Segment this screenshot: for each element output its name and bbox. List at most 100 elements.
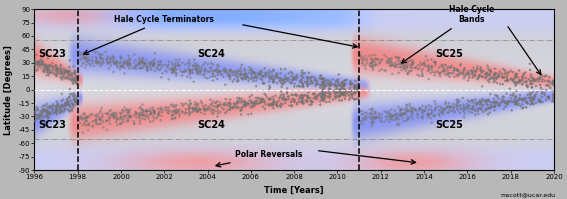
- Point: [293, 85, 302, 88]
- Point: [383, 59, 392, 62]
- Point: [126, 108, 135, 111]
- Point: [522, 79, 531, 83]
- Point: [426, 108, 435, 111]
- Point: [367, 58, 376, 61]
- Point: [541, 74, 551, 77]
- Point: [241, 72, 250, 75]
- Point: [500, 100, 509, 103]
- Point: [490, 79, 500, 82]
- Point: [132, 116, 141, 119]
- Point: [445, 106, 454, 109]
- Point: [327, 82, 336, 86]
- Point: [302, 76, 311, 79]
- Point: [396, 113, 405, 117]
- Point: [142, 62, 151, 65]
- Point: [32, 61, 41, 64]
- Point: [354, 86, 363, 90]
- Point: [32, 105, 41, 109]
- Point: [198, 74, 208, 77]
- Point: [35, 113, 44, 116]
- Point: [45, 68, 54, 71]
- Point: [279, 80, 288, 84]
- Point: [367, 121, 376, 124]
- Point: [269, 98, 278, 101]
- Point: [295, 94, 304, 97]
- Point: [57, 70, 66, 73]
- Point: [32, 53, 41, 57]
- Point: [249, 101, 259, 104]
- Point: [251, 100, 260, 103]
- Text: SC23: SC23: [39, 120, 66, 130]
- Point: [340, 93, 349, 96]
- Point: [388, 115, 397, 118]
- Point: [43, 57, 52, 60]
- Point: [471, 98, 480, 101]
- Point: [473, 65, 482, 68]
- Point: [350, 85, 359, 88]
- Point: [520, 99, 529, 102]
- Point: [428, 66, 437, 69]
- Point: [269, 77, 278, 80]
- Point: [367, 61, 376, 64]
- Point: [477, 98, 486, 101]
- Point: [36, 59, 45, 62]
- Point: [407, 109, 416, 113]
- Point: [39, 109, 48, 112]
- Point: [44, 113, 53, 116]
- Point: [185, 105, 194, 108]
- Point: [444, 111, 453, 114]
- Point: [249, 77, 258, 80]
- Point: [256, 101, 265, 104]
- Point: [405, 59, 414, 62]
- Point: [366, 64, 375, 67]
- Point: [82, 53, 91, 56]
- Point: [511, 73, 520, 76]
- Point: [58, 72, 67, 76]
- Point: [278, 98, 287, 101]
- Point: [35, 65, 44, 68]
- Point: [252, 102, 261, 105]
- Point: [549, 81, 558, 85]
- Point: [42, 73, 51, 77]
- Point: [515, 80, 524, 84]
- Point: [57, 71, 66, 74]
- Point: [88, 112, 97, 116]
- Point: [325, 89, 334, 92]
- Point: [36, 110, 45, 114]
- Point: [452, 68, 461, 72]
- Point: [244, 113, 253, 116]
- Point: [401, 63, 411, 67]
- Point: [488, 105, 497, 108]
- Point: [44, 112, 53, 115]
- Point: [325, 93, 334, 97]
- Point: [515, 94, 524, 97]
- Point: [494, 73, 503, 76]
- Point: [260, 99, 269, 102]
- Point: [282, 87, 291, 90]
- Point: [452, 107, 462, 110]
- Point: [339, 88, 348, 91]
- Point: [65, 103, 74, 106]
- Point: [167, 103, 176, 106]
- Point: [298, 69, 307, 72]
- Point: [57, 104, 66, 108]
- Point: [185, 69, 194, 72]
- Point: [81, 119, 90, 123]
- Point: [298, 82, 307, 85]
- Point: [120, 106, 129, 109]
- Point: [446, 66, 455, 69]
- Point: [459, 71, 468, 74]
- Point: [201, 76, 210, 79]
- Point: [524, 78, 534, 81]
- Point: [78, 57, 87, 60]
- Point: [139, 114, 148, 117]
- Point: [91, 59, 100, 62]
- Point: [402, 106, 411, 109]
- Point: [184, 103, 193, 106]
- Point: [138, 56, 147, 60]
- Point: [526, 79, 535, 83]
- Point: [336, 90, 345, 93]
- Point: [174, 61, 183, 64]
- Point: [138, 62, 147, 65]
- Point: [69, 82, 78, 85]
